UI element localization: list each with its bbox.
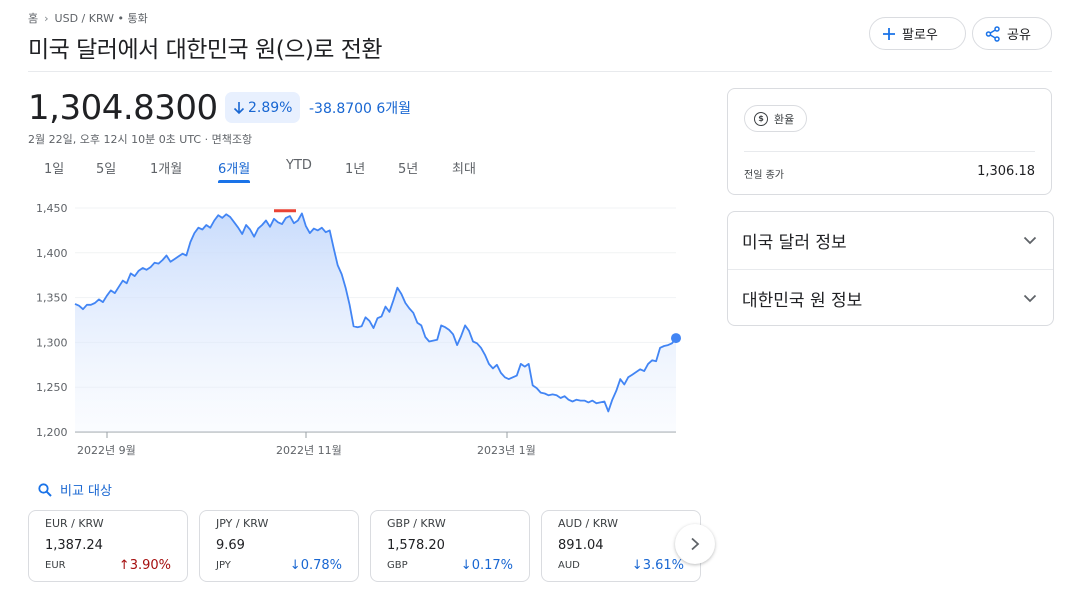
exchange-rate-chip-label: 환율 bbox=[774, 112, 795, 126]
arrow-up-icon: ↑ bbox=[118, 558, 130, 573]
range-tab[interactable]: 1년 bbox=[345, 162, 366, 177]
card-pair: EUR / KRW bbox=[45, 517, 104, 530]
breadcrumb-home[interactable]: 홈 bbox=[28, 12, 39, 25]
exchange-rate-chip[interactable]: $ 환율 bbox=[744, 105, 808, 132]
chevron-down-icon bbox=[1023, 294, 1037, 302]
compare-label: 비교 대상 bbox=[60, 484, 112, 499]
search-icon bbox=[38, 482, 52, 497]
current-price-dot bbox=[671, 333, 681, 344]
y-tick-label: 1,350 bbox=[36, 292, 68, 305]
chevron-right-icon: › bbox=[44, 11, 49, 25]
range-tab[interactable]: YTD bbox=[286, 158, 312, 173]
follow-label: 팔로우 bbox=[902, 28, 938, 43]
card-rate: 1,387.24 bbox=[45, 538, 103, 553]
price-area bbox=[75, 213, 676, 432]
accordion-usd-info[interactable]: 미국 달러 정보 bbox=[728, 212, 1053, 269]
card-change: ↓0.78% bbox=[290, 558, 342, 573]
currency-card[interactable]: JPY / KRW 9.69 JPY ↓0.78% bbox=[199, 510, 359, 582]
breadcrumb-path: USD / KRW • 통화 bbox=[54, 12, 148, 25]
y-tick-label: 1,300 bbox=[36, 336, 68, 349]
card-code: AUD bbox=[558, 560, 580, 571]
card-pair: AUD / KRW bbox=[558, 517, 619, 530]
card-pair: GBP / KRW bbox=[387, 517, 446, 530]
summary-divider bbox=[744, 151, 1035, 152]
arrow-down-icon: ↓ bbox=[289, 558, 301, 573]
card-rate: 9.69 bbox=[216, 538, 245, 553]
accordion-usd-label: 미국 달러 정보 bbox=[742, 233, 847, 253]
chevron-right-icon bbox=[691, 537, 700, 551]
card-code: EUR bbox=[45, 560, 66, 571]
card-change-value: 0.78% bbox=[300, 558, 342, 573]
card-change-value: 0.17% bbox=[471, 558, 513, 573]
header-divider bbox=[28, 71, 1052, 72]
y-tick-label: 1,450 bbox=[36, 202, 68, 215]
arrow-down-icon bbox=[233, 101, 245, 114]
y-tick-label: 1,250 bbox=[36, 381, 68, 394]
current-price: 1,304.8300 bbox=[28, 88, 218, 128]
chevron-down-icon bbox=[1023, 236, 1037, 245]
card-rate: 891.04 bbox=[558, 538, 604, 553]
range-tab[interactable]: 최대 bbox=[452, 162, 476, 177]
change-percent: 2.89% bbox=[248, 99, 293, 116]
range-tab[interactable]: 1일 bbox=[44, 162, 65, 177]
exchange-rate-summary: $ 환율 전일 종가 1,306.18 bbox=[727, 88, 1052, 195]
x-tick-label: 2022년 9월 bbox=[77, 444, 136, 457]
card-code: GBP bbox=[387, 560, 408, 571]
accordion-krw-label: 대한민국 원 정보 bbox=[742, 290, 863, 311]
share-icon bbox=[985, 25, 1001, 42]
range-tab[interactable]: 5일 bbox=[96, 162, 117, 177]
quote-timestamp: 2월 22일, 오후 12시 10분 0초 UTC · 면책조항 bbox=[28, 133, 253, 146]
related-currencies: EUR / KRW 1,387.24 EUR ↑3.90% JPY / KRW 9.69 J… bbox=[28, 510, 701, 582]
range-tab[interactable]: 5년 bbox=[398, 162, 419, 177]
prev-close-label: 전일 종가 bbox=[744, 170, 784, 181]
currency-info-accordion: 미국 달러 정보 대한민국 원 정보 bbox=[727, 211, 1054, 326]
arrow-down-icon: ↓ bbox=[631, 558, 643, 573]
share-button[interactable]: 공유 bbox=[972, 17, 1052, 50]
range-tab[interactable]: 6개월 bbox=[218, 158, 251, 183]
breadcrumb: 홈 › USD / KRW • 통화 bbox=[28, 10, 148, 26]
card-change-value: 3.61% bbox=[642, 558, 684, 573]
x-tick-label: 2023년 1월 bbox=[477, 444, 536, 457]
change-percent-badge: 2.89% bbox=[225, 92, 301, 123]
currency-card[interactable]: AUD / KRW 891.04 AUD ↓3.61% bbox=[541, 510, 701, 582]
page-title: 미국 달러에서 대한민국 원(으)로 전환 bbox=[28, 37, 383, 63]
card-change: ↓3.61% bbox=[632, 558, 684, 573]
change-absolute: -38.8700 6개월 bbox=[309, 101, 412, 117]
range-tabs: 1일 5일 1개월 6개월 YTD 1년 5년 최대 bbox=[28, 158, 508, 183]
dollar-coin-icon: $ bbox=[754, 111, 768, 126]
card-code: JPY bbox=[216, 560, 231, 571]
share-label: 공유 bbox=[1007, 28, 1031, 43]
card-pair: JPY / KRW bbox=[216, 517, 269, 530]
arrow-down-icon: ↓ bbox=[460, 558, 472, 573]
currency-card[interactable]: EUR / KRW 1,387.24 EUR ↑3.90% bbox=[28, 510, 188, 582]
plus-icon bbox=[882, 27, 896, 41]
prev-close-value: 1,306.18 bbox=[977, 164, 1035, 179]
follow-button[interactable]: 팔로우 bbox=[869, 17, 966, 50]
card-rate: 1,578.20 bbox=[387, 538, 445, 553]
accordion-krw-info[interactable]: 대한민국 원 정보 bbox=[728, 269, 1053, 326]
next-cards-button[interactable] bbox=[675, 524, 715, 564]
y-tick-label: 1,400 bbox=[36, 247, 68, 260]
x-tick-label: 2022년 11월 bbox=[276, 444, 342, 457]
card-change-value: 3.90% bbox=[129, 558, 171, 573]
compare-button[interactable]: 비교 대상 bbox=[38, 480, 112, 499]
card-change: ↓0.17% bbox=[461, 558, 513, 573]
price-line bbox=[74, 212, 677, 413]
range-tab[interactable]: 1개월 bbox=[150, 162, 183, 177]
card-change: ↑3.90% bbox=[119, 558, 171, 573]
price-chart[interactable]: 1,450 1,400 1,350 1,300 1,250 1,200 2022년 9월 20… bbox=[28, 195, 688, 465]
currency-card[interactable]: GBP / KRW 1,578.20 GBP ↓0.17% bbox=[370, 510, 530, 582]
y-tick-label: 1,200 bbox=[36, 426, 68, 439]
